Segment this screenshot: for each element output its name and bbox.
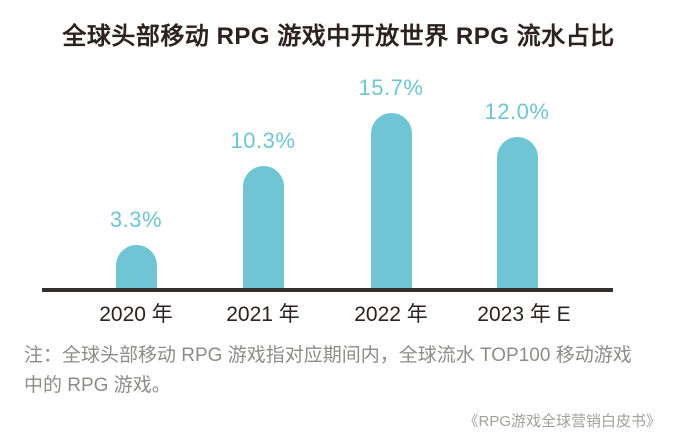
value-label-2020: 3.3% [109,207,163,232]
bar-2022 [370,113,412,288]
bar-column-2023: 12.0% [457,100,577,288]
x-tick-label-2023: 2023 年 E [477,303,571,326]
bar-column-2021: 10.3% [203,129,323,288]
footnote: 注：全球头部移动 RPG 游戏指对应期间内，全球流水 TOP100 移动游戏中的… [24,345,632,396]
chart-title: 全球头部移动 RPG 游戏中开放世界 RPG 流水占比 [62,23,615,50]
bar-2020 [115,245,157,288]
value-label-2021: 10.3% [230,128,296,153]
value-label-2022: 15.7% [358,75,424,100]
value-label-2023: 12.0% [484,99,550,124]
plot-area: 3.3% 10.3% 15.7% 12.0% [42,76,613,292]
x-tick-label-2022: 2022 年 [354,303,428,326]
bar-column-2022: 15.7% [331,76,451,288]
bar-2021 [242,166,284,288]
bar-column-2020: 3.3% [76,208,196,288]
x-axis-line [42,288,613,292]
x-tick-label-2020: 2020 年 [99,303,173,326]
bar-2023 [496,137,538,288]
source-citation: 《RPG游戏全球营销白皮书》 [463,413,661,430]
x-tick-label-2021: 2021 年 [226,303,300,326]
